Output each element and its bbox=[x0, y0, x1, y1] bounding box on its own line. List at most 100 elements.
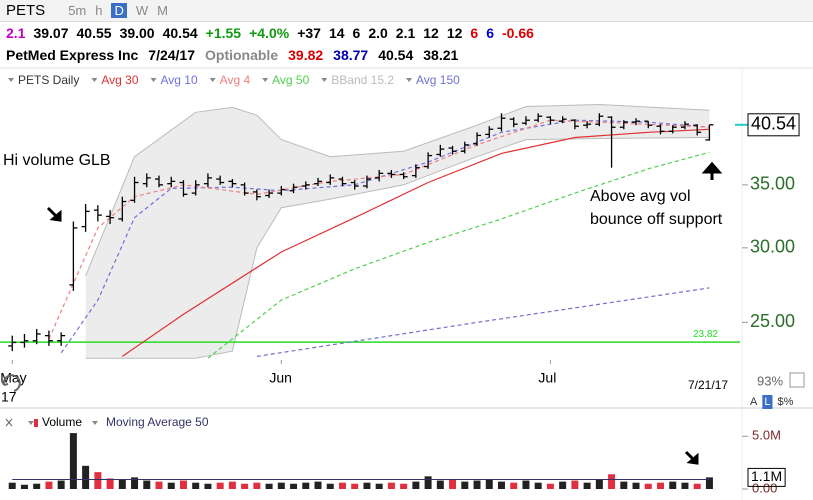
volume-bar bbox=[400, 483, 408, 489]
interval-button[interactable]: D bbox=[111, 3, 127, 18]
end-date: 7/21/17 bbox=[688, 378, 728, 392]
legend-entry[interactable]: Avg 30 bbox=[101, 73, 138, 87]
volume-bar bbox=[412, 481, 420, 489]
quote-field: 38.21 bbox=[423, 47, 459, 63]
volume-bar bbox=[69, 433, 77, 489]
volume-bar bbox=[167, 482, 175, 489]
volume-bar bbox=[546, 483, 554, 489]
y-tick-label: 25.00 bbox=[750, 311, 795, 331]
volume-bar bbox=[424, 476, 432, 489]
bollinger-upper bbox=[85, 103, 710, 277]
last-price-label: 40.54 bbox=[751, 114, 796, 134]
quote-field: +4.0% bbox=[249, 25, 290, 41]
interval-button[interactable]: M bbox=[157, 3, 168, 18]
name-line: PetMed Express Inc 7/24/17 Optionable 39.82… bbox=[0, 44, 813, 66]
y-tick-label: 35.00 bbox=[750, 174, 795, 194]
volume-bar bbox=[192, 482, 200, 489]
volume-bar bbox=[461, 481, 469, 489]
scale-button[interactable]: A bbox=[750, 396, 758, 408]
volume-bar bbox=[82, 465, 90, 489]
legend-entry[interactable]: Avg 10 bbox=[161, 73, 198, 87]
volume-bar bbox=[94, 472, 102, 489]
refresh-icon[interactable] bbox=[1, 374, 21, 392]
annotation: Hi volume GLB bbox=[3, 152, 111, 169]
volume-bar bbox=[20, 484, 28, 489]
bollinger-lower bbox=[85, 137, 710, 359]
volume-bar bbox=[693, 483, 701, 489]
quote-field: 6 bbox=[352, 25, 361, 41]
interval-button[interactable]: 5m bbox=[68, 3, 87, 18]
legend: PETS Daily Avg 30 Avg 10 Avg 4 Avg 50 BBand 1… bbox=[8, 73, 460, 87]
legend-caret bbox=[150, 78, 157, 82]
quote-field: 40.54 bbox=[162, 25, 198, 41]
volume-bar bbox=[33, 483, 41, 489]
legend-entry[interactable]: BBand 15.2 bbox=[331, 73, 394, 87]
quote-field: 2.1 bbox=[6, 25, 26, 41]
volume-bar bbox=[644, 483, 652, 489]
legend-caret bbox=[91, 78, 98, 82]
volume-bar bbox=[387, 482, 395, 489]
edit-icon[interactable] bbox=[789, 372, 805, 388]
close-pane[interactable]: Volume bbox=[42, 415, 82, 429]
y-tick-label: 30.00 bbox=[750, 237, 795, 257]
ma-legend[interactable]: Moving Average 50 bbox=[106, 415, 209, 429]
quote-field: 12 bbox=[446, 25, 463, 41]
quote-field: 6 bbox=[486, 25, 494, 41]
volume-bar bbox=[155, 481, 163, 489]
quote-field: 39.82 bbox=[288, 47, 324, 63]
legend-entry[interactable]: Avg 4 bbox=[220, 73, 251, 87]
volume-bar bbox=[253, 482, 261, 489]
volume-bar bbox=[632, 482, 640, 489]
volume-bar bbox=[656, 482, 664, 489]
interval-button[interactable]: W bbox=[135, 3, 149, 18]
volume-bar bbox=[228, 481, 236, 489]
interval-button[interactable]: h bbox=[95, 3, 103, 18]
legend-entry[interactable]: PETS Daily bbox=[18, 73, 79, 87]
year-label: 17 bbox=[1, 389, 17, 405]
legend-entry[interactable]: Avg 50 bbox=[272, 73, 309, 87]
quote-field: +37 bbox=[297, 25, 321, 41]
zoom-label: 93% bbox=[757, 373, 783, 388]
symbol[interactable]: PETS bbox=[6, 2, 46, 19]
quote-field: 40.55 bbox=[76, 25, 112, 41]
volume-bar bbox=[179, 480, 187, 489]
moving-average bbox=[256, 287, 710, 357]
x-tick-label: Jun bbox=[269, 370, 292, 386]
legend-caret bbox=[8, 78, 14, 82]
annotation: bounce off support bbox=[590, 211, 723, 228]
quote-field: 2.1 bbox=[395, 25, 416, 41]
volume-bar bbox=[363, 482, 371, 489]
price-pane bbox=[0, 103, 740, 359]
arrow bbox=[46, 206, 62, 222]
y-tick-label: 5.0M bbox=[752, 428, 781, 443]
quote-field: PetMed Express Inc bbox=[6, 47, 139, 63]
scale-button[interactable]: $% bbox=[777, 396, 793, 408]
volume-bar bbox=[705, 477, 713, 489]
scale-button[interactable]: L bbox=[764, 396, 770, 408]
quote-field: 14 bbox=[328, 25, 345, 41]
legend-entry[interactable]: Avg 150 bbox=[416, 73, 460, 87]
volume-bar bbox=[522, 480, 530, 489]
toolbar: PETS 5m h D W M bbox=[0, 0, 813, 22]
volume-swatch bbox=[34, 419, 38, 427]
volume-bar bbox=[45, 481, 53, 489]
arrow bbox=[684, 450, 699, 465]
quote-field: +1.55 bbox=[205, 25, 242, 41]
quote-field: 39.07 bbox=[33, 25, 69, 41]
volume-bar bbox=[302, 482, 310, 489]
arrow bbox=[701, 161, 723, 180]
volume-bar bbox=[510, 482, 518, 489]
volume-pane bbox=[8, 433, 713, 489]
last-volume-box bbox=[747, 467, 786, 487]
y-tick-label: 0.00 bbox=[752, 480, 777, 495]
volume-bar bbox=[436, 480, 444, 489]
last-volume-label: 1.1M bbox=[751, 468, 782, 484]
last-price-box bbox=[747, 113, 800, 137]
volume-bar bbox=[277, 482, 285, 489]
volume-bar bbox=[449, 479, 457, 489]
volume-bar bbox=[473, 480, 481, 489]
annotation: Above avg vol bbox=[590, 188, 691, 205]
quote-field: 12 bbox=[423, 25, 439, 41]
